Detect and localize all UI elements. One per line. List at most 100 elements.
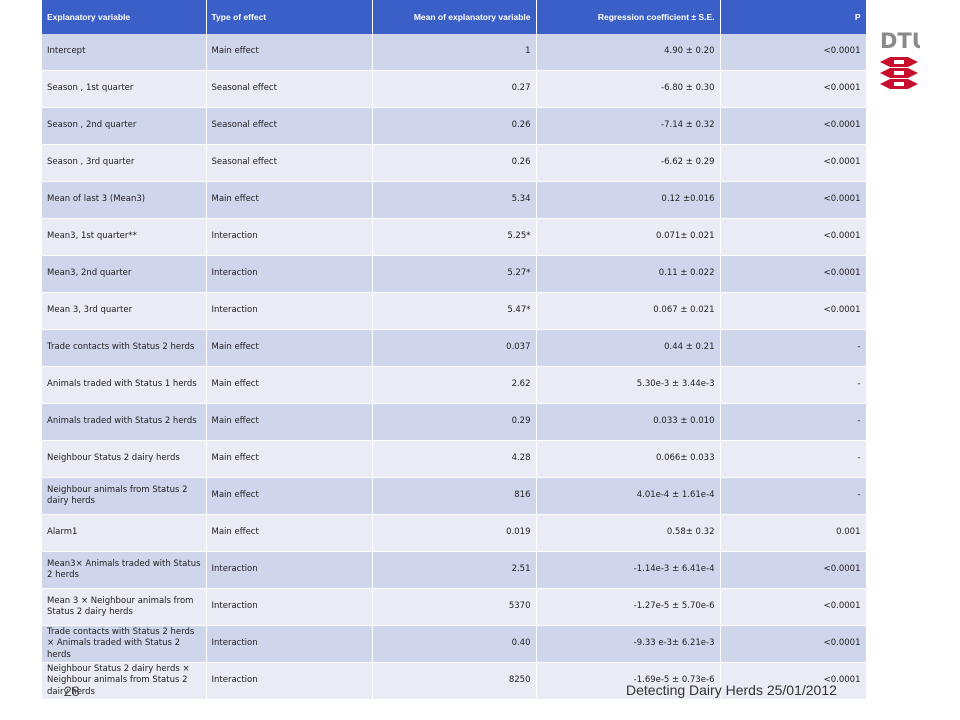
table-row: Alarm1 Main effect 0.019 0.58± 0.32 0.001: [42, 514, 867, 552]
cell-p: <0.0001: [720, 255, 867, 293]
cell-regression-coefficient: 0.12 ±0.016: [536, 181, 721, 219]
cell-explanatory-variable: Mean3× Animals traded with Status 2 herd…: [42, 551, 207, 589]
table-row: Mean 3 × Neighbour animals from Status 2…: [42, 588, 867, 626]
cell-p: -: [720, 477, 867, 515]
table-row: Animals traded with Status 1 herds Main e…: [42, 366, 867, 404]
table-row: Trade contacts with Status 2 herds × Ani…: [42, 625, 867, 663]
regression-table: Explanatory variable Type of effect Mean…: [42, 0, 867, 700]
footer-title-date: Detecting Dairy Herds 25/01/2012: [626, 682, 837, 698]
cell-explanatory-variable: Neighbour Status 2 dairy herds: [42, 440, 207, 478]
cell-p: <0.0001: [720, 662, 867, 700]
cell-explanatory-variable: Mean3, 1st quarter**: [42, 218, 207, 256]
cell-type-of-effect: Main effect: [206, 477, 373, 515]
cell-mean: 0.27: [372, 70, 537, 108]
table-row: Season , 2nd quarter Seasonal effect 0.26-…: [42, 107, 867, 145]
cell-regression-coefficient: 5.30e-3 ± 3.44e-3: [536, 366, 721, 404]
cell-p: <0.0001: [720, 292, 867, 330]
header-type-of-effect: Type of effect: [206, 0, 373, 34]
cell-mean: 0.40: [372, 625, 537, 663]
cell-mean: 816: [372, 477, 537, 515]
cell-type-of-effect: Interaction: [206, 255, 373, 293]
cell-explanatory-variable: Season , 3rd quarter: [42, 144, 207, 182]
cell-regression-coefficient: -1.27e-5 ± 5.70e-6: [536, 588, 721, 626]
cell-mean: 0.29: [372, 403, 537, 441]
cell-explanatory-variable: Trade contacts with Status 2 herds × Ani…: [42, 625, 207, 663]
cell-p: -: [720, 366, 867, 404]
cell-mean: 0.26: [372, 107, 537, 145]
cell-regression-coefficient: 0.44 ± 0.21: [536, 329, 721, 367]
table-row: Animals traded with Status 2 herds Main e…: [42, 403, 867, 441]
cell-explanatory-variable: Mean of last 3 (Mean3): [42, 181, 207, 219]
cell-explanatory-variable: Alarm1: [42, 514, 207, 552]
cell-regression-coefficient: 4.01e-4 ± 1.61e-4: [536, 477, 721, 515]
cell-type-of-effect: Main effect: [206, 440, 373, 478]
cell-regression-coefficient: -1.14e-3 ± 6.41e-4: [536, 551, 721, 589]
cell-type-of-effect: Main effect: [206, 181, 373, 219]
cell-p: <0.0001: [720, 218, 867, 256]
cell-regression-coefficient: 0.067 ± 0.021: [536, 292, 721, 330]
cell-explanatory-variable: Animals traded with Status 2 herds: [42, 403, 207, 441]
cell-p: <0.0001: [720, 107, 867, 145]
table-row: Mean3× Animals traded with Status 2 herd…: [42, 551, 867, 589]
table-row: Mean3, 2nd quarter Interaction 5.27* 0.11 ±…: [42, 255, 867, 293]
table-row: Mean 3, 3rd quarter Interaction 5.47* 0.067…: [42, 292, 867, 330]
cell-mean: 5.34: [372, 181, 537, 219]
cell-regression-coefficient: 0.11 ± 0.022: [536, 255, 721, 293]
cell-p: <0.0001: [720, 625, 867, 663]
header-explanatory-variable: Explanatory variable: [42, 0, 207, 34]
cell-p: 0.001: [720, 514, 867, 552]
cell-explanatory-variable: Season , 1st quarter: [42, 70, 207, 108]
cell-mean: 4.28: [372, 440, 537, 478]
table-row: Intercept Main effect 1 4.90 ± 0.20 <0.0001: [42, 34, 867, 71]
cell-regression-coefficient: -9.33 e-3± 6.21e-3: [536, 625, 721, 663]
cell-explanatory-variable: Mean3, 2nd quarter: [42, 255, 207, 293]
page-number: 28: [64, 683, 80, 699]
cell-explanatory-variable: Intercept: [42, 34, 207, 71]
cell-mean: 5.47*: [372, 292, 537, 330]
cell-mean: 5.27*: [372, 255, 537, 293]
cell-explanatory-variable: Neighbour Status 2 dairy herds × Neighbo…: [42, 662, 207, 700]
cell-type-of-effect: Interaction: [206, 625, 373, 663]
cell-type-of-effect: Interaction: [206, 218, 373, 256]
table-row: Neighbour Status 2 dairy herds Main effec…: [42, 440, 867, 478]
cell-explanatory-variable: Neighbour animals from Status 2 dairy he…: [42, 477, 207, 515]
cell-mean: 0.26: [372, 144, 537, 182]
table-header-row: Explanatory variable Type of effect Mean…: [42, 0, 867, 34]
cell-explanatory-variable: Trade contacts with Status 2 herds: [42, 329, 207, 367]
cell-explanatory-variable: Mean 3 × Neighbour animals from Status 2…: [42, 588, 207, 626]
dtu-logo-mark: [880, 57, 918, 89]
cell-p: <0.0001: [720, 34, 867, 71]
cell-type-of-effect: Seasonal effect: [206, 70, 373, 108]
header-mean: Mean of explanatory variable: [372, 0, 537, 34]
cell-regression-coefficient: -1.69e-5 ± 0.73e-6: [536, 662, 721, 700]
table-row: Season , 1st quarter Seasonal effect 0.27-…: [42, 70, 867, 108]
cell-mean: 5370: [372, 588, 537, 626]
cell-regression-coefficient: -6.62 ± 0.29: [536, 144, 721, 182]
cell-p: <0.0001: [720, 144, 867, 182]
cell-regression-coefficient: -6.80 ± 0.30: [536, 70, 721, 108]
table-row: Season , 3rd quarter Seasonal effect 0.26-…: [42, 144, 867, 182]
dtu-logo: DTU: [880, 29, 920, 89]
table-row: Neighbour Status 2 dairy herds × Neighbo…: [42, 662, 867, 700]
cell-type-of-effect: Seasonal effect: [206, 144, 373, 182]
cell-p: -: [720, 329, 867, 367]
cell-explanatory-variable: Season , 2nd quarter: [42, 107, 207, 145]
cell-regression-coefficient: 0.071± 0.021: [536, 218, 721, 256]
cell-type-of-effect: Main effect: [206, 366, 373, 404]
cell-explanatory-variable: Mean 3, 3rd quarter: [42, 292, 207, 330]
cell-type-of-effect: Main effect: [206, 403, 373, 441]
cell-regression-coefficient: 0.033 ± 0.010: [536, 403, 721, 441]
cell-type-of-effect: Interaction: [206, 588, 373, 626]
cell-mean: 8250: [372, 662, 537, 700]
results-table-container: Explanatory variable Type of effect Mean…: [42, 0, 867, 700]
cell-type-of-effect: Interaction: [206, 551, 373, 589]
cell-type-of-effect: Main effect: [206, 329, 373, 367]
cell-p: <0.0001: [720, 181, 867, 219]
cell-type-of-effect: Main effect: [206, 514, 373, 552]
table-body: Intercept Main effect 1 4.90 ± 0.20 <0.0001 S…: [42, 34, 867, 700]
cell-type-of-effect: Seasonal effect: [206, 107, 373, 145]
header-p: P: [720, 0, 867, 34]
cell-p: -: [720, 440, 867, 478]
table-row: Trade contacts with Status 2 herds Main e…: [42, 329, 867, 367]
cell-type-of-effect: Interaction: [206, 662, 373, 700]
